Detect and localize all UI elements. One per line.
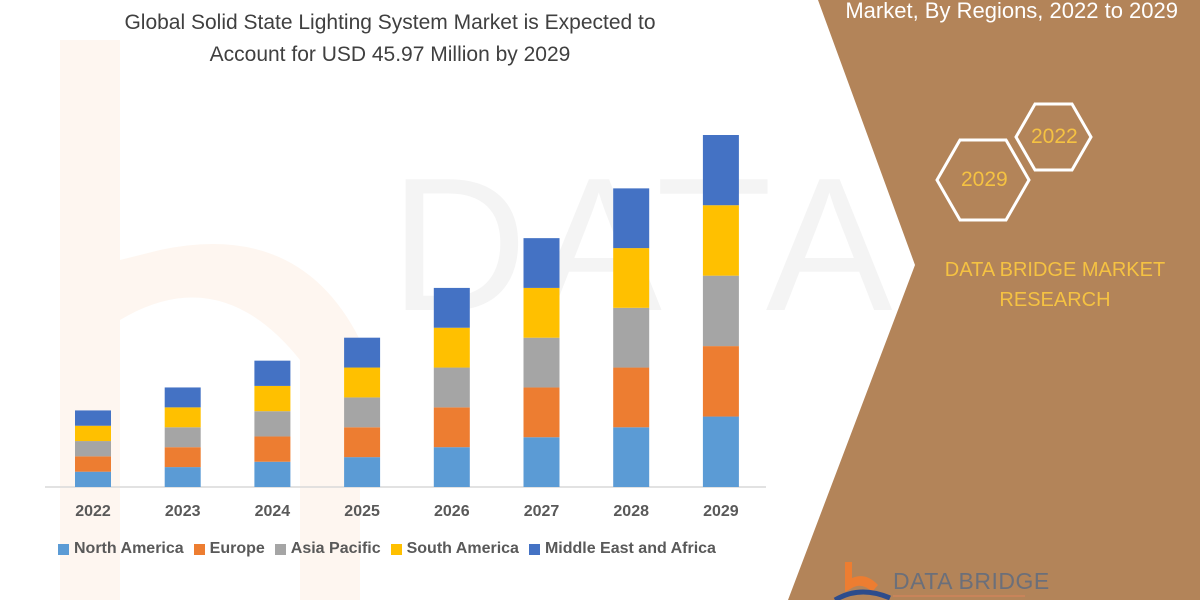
bar-segment-2026-north-america [433,447,470,487]
panel-title: Market, By Regions, 2022 to 2029 [845,0,1178,23]
bar-segment-2022-asia-pacific [75,441,111,457]
bar-segment-2025-asia-pacific [344,397,381,428]
bar-segment-2029-north-america [702,416,739,487]
legend-swatch [528,543,540,555]
bar-segment-2027-south-america [523,287,560,338]
bar-segment-2029-middle-east-and-africa [702,135,739,206]
bar-segment-2025-north-america [344,457,381,487]
bar-segment-2023-middle-east-and-africa [164,387,201,408]
x-tick-label: 2022 [75,503,111,520]
brand-line-2: RESEARCH [999,289,1111,311]
hexagon-label-2022: 2022 [1031,125,1078,148]
bar-segment-2024-asia-pacific [254,411,291,437]
brand-line-1: DATA BRIDGE MARKET [944,259,1166,281]
legend: North America Europe Asia Pacific South Ame… [58,540,716,558]
bar-segment-2024-middle-east-and-africa [254,360,291,386]
bar-segment-2028-europe [613,367,650,428]
logo-text: DATA BRIDGE [893,568,1050,594]
bar-segment-2026-europe [433,407,470,448]
bar-segment-2029-asia-pacific [702,275,739,347]
x-tick-label: 2023 [164,503,201,520]
bar-segment-2029-south-america [702,205,739,276]
bar-segment-2029-europe [702,346,739,417]
bar-segment-2022-europe [75,456,111,472]
bar-segment-2025-europe [344,427,381,458]
bar-segment-2028-asia-pacific [613,307,650,368]
bar-segment-2024-south-america [254,385,291,412]
chart-title-line-1: Global Solid State Lighting System Marke… [124,11,656,34]
legend-label: Asia Pacific [290,540,381,557]
x-tick-label: 2024 [254,503,291,520]
hexagon-label-2029: 2029 [961,168,1008,191]
legend-label: South America [406,540,519,557]
bars [75,135,739,487]
x-tick-label: 2029 [703,503,739,520]
bar-segment-2025-middle-east-and-africa [344,337,381,368]
legend-item: Europe [193,540,265,558]
legend-item: North America [58,540,184,558]
legend-label: Middle East and Africa [544,540,716,557]
bar-segment-2027-asia-pacific [523,337,560,388]
bar-segment-2026-south-america [433,327,470,368]
hexagon-2022 [1014,102,1093,172]
bar-segment-2023-asia-pacific [164,427,201,448]
chart-title: Global Solid State Lighting System Marke… [60,7,720,71]
brand-text: DATA BRIDGE MARKET RESEARCH [905,255,1200,315]
legend-item: Middle East and Africa [528,540,716,558]
legend-item: Asia Pacific [274,540,381,558]
legend-swatch [390,543,402,555]
bar-segment-2027-middle-east-and-africa [523,238,560,288]
bar-segment-2027-europe [523,387,560,438]
bar-segment-2026-middle-east-and-africa [433,287,470,328]
legend-swatch [193,543,205,555]
logo-icon [833,562,891,600]
x-tick-label: 2028 [613,503,649,520]
bar-segment-2023-europe [164,447,201,468]
bar-segment-2023-south-america [164,407,201,428]
bar-segment-2024-europe [254,436,291,462]
bar-segment-2025-south-america [344,367,381,398]
bar-segment-2026-asia-pacific [433,367,470,408]
hexagon-2029 [935,138,1031,222]
bar-segment-2024-north-america [254,461,291,487]
legend-swatch [58,543,69,555]
legend-label: Europe [209,540,265,557]
bar-segment-2022-north-america [75,471,111,487]
brown-panel [788,0,1200,600]
bar-segment-2028-north-america [613,427,650,487]
bar-segment-2023-north-america [164,467,201,487]
legend-item: South America [390,540,519,558]
bar-segment-2028-middle-east-and-africa [613,188,650,249]
legend-swatch [274,543,286,555]
chart-title-line-2: Account for USD 45.97 Million by 2029 [209,43,571,66]
bar-segment-2022-south-america [75,425,111,442]
legend-label: North America [74,540,184,557]
bar-segment-2022-middle-east-and-africa [75,410,111,426]
x-tick-label: 2027 [523,503,560,520]
bar-segment-2028-south-america [613,248,650,308]
bar-segment-2027-north-america [523,437,560,487]
x-tick-label: 2026 [434,503,470,520]
x-tick-label: 2025 [344,503,380,520]
